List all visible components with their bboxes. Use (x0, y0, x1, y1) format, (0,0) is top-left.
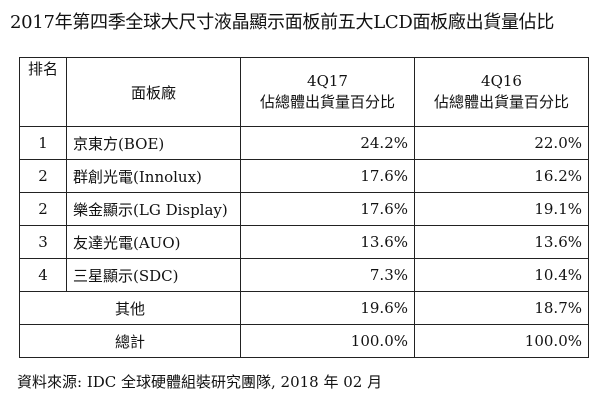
q17-period-label: 4Q17 (307, 72, 348, 90)
total-q16-cell: 100.0% (414, 324, 589, 358)
q17-share-cell: 24.2% (240, 126, 415, 160)
q17-header: 4Q17 佔總體出貨量百分比 (240, 57, 415, 127)
others-q17-cell: 19.6% (240, 291, 415, 325)
q16-header: 4Q16 佔總體出貨量百分比 (414, 57, 589, 127)
others-q16-cell: 18.7% (414, 291, 589, 325)
table-row: 2 群創光電(Innolux) 17.6% 16.2% (19, 159, 589, 193)
others-row: 其他 19.6% 18.7% (19, 291, 589, 325)
q16-share-cell: 19.1% (414, 192, 589, 226)
q16-metric-label: 佔總體出貨量百分比 (433, 93, 569, 111)
q16-share-cell: 22.0% (414, 126, 589, 160)
q17-share-cell: 17.6% (240, 159, 415, 193)
q16-period-label: 4Q16 (481, 72, 522, 90)
rank-cell: 2 (19, 192, 67, 226)
source-footnote: 資料來源: IDC 全球硬體組裝研究團隊, 2018 年 02 月 (17, 373, 383, 391)
q16-share-cell: 16.2% (414, 159, 589, 193)
total-row: 總計 100.0% 100.0% (19, 324, 589, 358)
maker-cell: 友達光電(AUO) (66, 225, 241, 259)
q17-share-cell: 13.6% (240, 225, 415, 259)
total-label: 總計 (19, 324, 241, 358)
q16-share-cell: 13.6% (414, 225, 589, 259)
table-row: 3 友達光電(AUO) 13.6% 13.6% (19, 225, 589, 259)
q17-metric-label: 佔總體出貨量百分比 (259, 93, 395, 111)
maker-header: 面板廠 (66, 57, 241, 127)
q16-share-cell: 10.4% (414, 258, 589, 292)
rank-header: 排名 (19, 57, 67, 127)
q17-share-cell: 17.6% (240, 192, 415, 226)
others-label: 其他 (19, 291, 241, 325)
table-row: 1 京東方(BOE) 24.2% 22.0% (19, 126, 589, 160)
table-row: 4 三星顯示(SDC) 7.3% 10.4% (19, 258, 589, 292)
rank-cell: 3 (19, 225, 67, 259)
table-header-row: 排名 面板廠 4Q17 佔總體出貨量百分比 4Q16 佔總體出貨量百分比 (19, 57, 589, 127)
page-title: 2017年第四季全球大尺寸液晶顯示面板前五大LCD面板廠出貨量佔比 (10, 12, 555, 33)
maker-cell: 三星顯示(SDC) (66, 258, 241, 292)
rank-cell: 2 (19, 159, 67, 193)
rank-cell: 4 (19, 258, 67, 292)
table-row: 2 樂金顯示(LG Display) 17.6% 19.1% (19, 192, 589, 226)
maker-cell: 京東方(BOE) (66, 126, 241, 160)
q17-share-cell: 7.3% (240, 258, 415, 292)
rank-cell: 1 (19, 126, 67, 160)
maker-cell: 群創光電(Innolux) (66, 159, 241, 193)
shipment-share-table: 排名 面板廠 4Q17 佔總體出貨量百分比 4Q16 佔總體出貨量百分比 1 京… (19, 57, 589, 358)
maker-cell: 樂金顯示(LG Display) (66, 192, 241, 226)
total-q17-cell: 100.0% (240, 324, 415, 358)
